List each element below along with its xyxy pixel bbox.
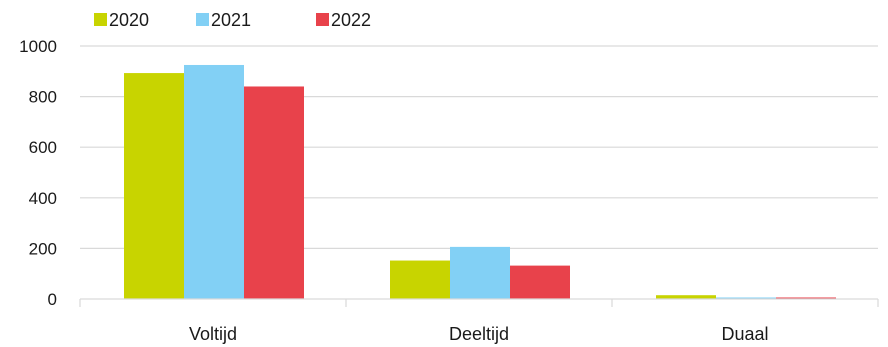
x-axis: Voltijd Deeltijd Duaal — [79, 298, 879, 344]
y-tick-label: 0 — [48, 290, 57, 309]
bar-deeltijd-2020 — [390, 260, 450, 299]
bar-voltijd-2022 — [244, 86, 304, 299]
legend: 2020 2021 2022 — [94, 10, 371, 30]
bar-duaal-2020 — [656, 295, 716, 299]
y-tick-label: 200 — [29, 239, 57, 258]
bar-duaal-2021 — [716, 297, 776, 299]
y-tick-label: 600 — [29, 138, 57, 157]
legend-label-2021: 2021 — [211, 10, 251, 30]
legend-swatch-2021 — [196, 13, 209, 26]
y-tick-label: 1000 — [19, 37, 57, 56]
bar-deeltijd-2022 — [510, 265, 570, 299]
y-tick-label: 800 — [29, 88, 57, 107]
bar-voltijd-2020 — [124, 73, 184, 299]
y-axis-ticks: 0 200 400 600 800 1000 — [19, 37, 57, 309]
legend-swatch-2020 — [94, 13, 107, 26]
legend-label-2020: 2020 — [109, 10, 149, 30]
bar-deeltijd-2021 — [450, 246, 510, 299]
y-tick-label: 400 — [29, 189, 57, 208]
bar-voltijd-2021 — [184, 64, 244, 299]
x-category-label: Deeltijd — [449, 324, 509, 344]
legend-swatch-2022 — [316, 13, 329, 26]
bars — [124, 64, 836, 299]
x-category-label: Duaal — [721, 324, 768, 344]
bar-duaal-2022 — [776, 297, 836, 299]
legend-label-2022: 2022 — [331, 10, 371, 30]
x-category-label: Voltijd — [189, 324, 237, 344]
